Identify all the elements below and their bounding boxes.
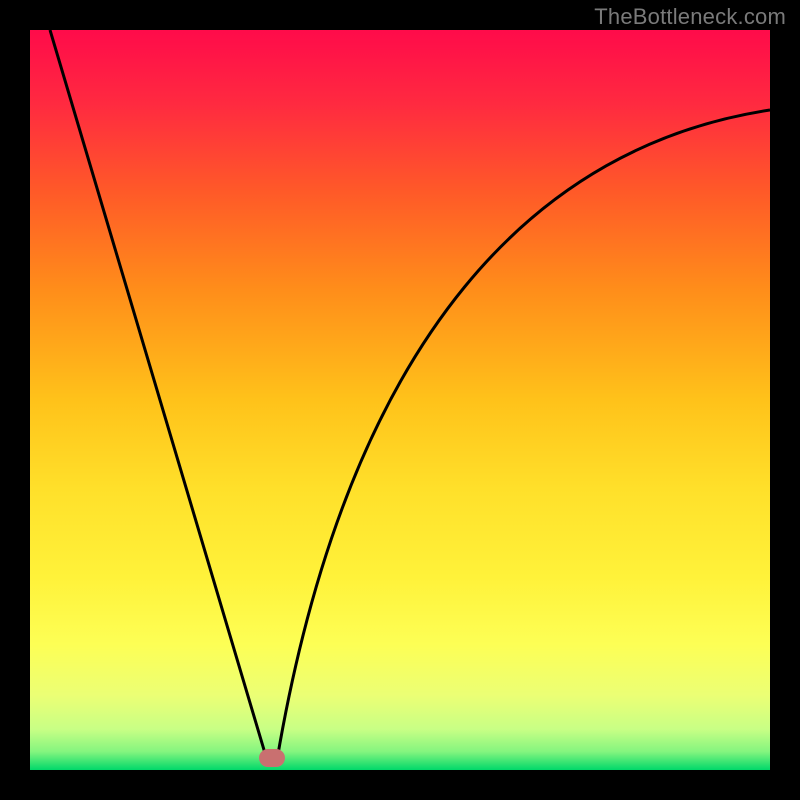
bottleneck-curve	[30, 30, 770, 770]
plot-area	[30, 30, 770, 770]
watermark-text: TheBottleneck.com	[594, 4, 786, 30]
curve-left-segment	[50, 30, 267, 760]
optimum-marker	[259, 749, 285, 767]
curve-right-segment	[277, 110, 770, 760]
chart-frame	[0, 0, 800, 800]
